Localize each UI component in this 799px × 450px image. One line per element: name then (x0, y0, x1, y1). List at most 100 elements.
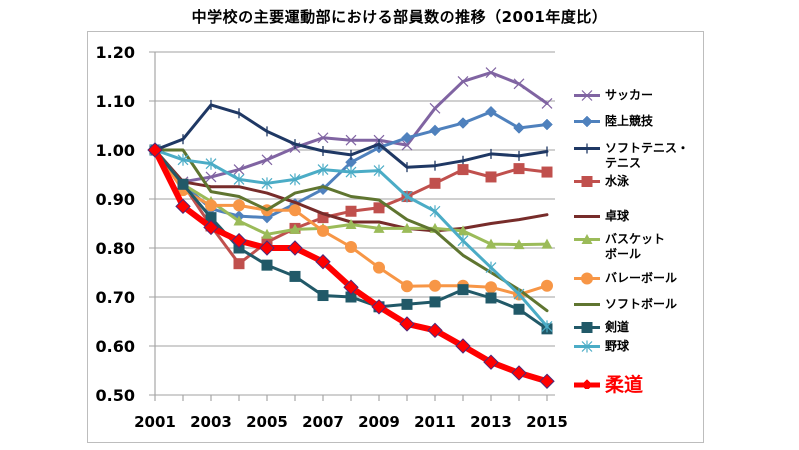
data-point (233, 199, 245, 212)
legend-label: 野球 (605, 339, 630, 353)
data-point (371, 299, 387, 315)
data-point (485, 261, 497, 274)
data-point (345, 166, 357, 179)
legend-item: サッカー (572, 88, 653, 103)
y-tick-label: 1.00 (96, 141, 135, 160)
data-point (177, 153, 189, 166)
chart-frame (87, 31, 704, 443)
data-point (261, 154, 273, 166)
data-point (205, 212, 217, 224)
x-tick-label: 2015 (526, 413, 568, 431)
data-point (289, 204, 301, 217)
legend-label: サッカー (605, 88, 654, 102)
data-point (233, 258, 245, 270)
data-point (343, 279, 359, 295)
data-point (427, 322, 443, 339)
data-point (399, 316, 415, 332)
data-point (485, 67, 497, 79)
y-tick-label: 0.90 (96, 190, 135, 209)
data-point (287, 240, 303, 256)
legend-label: 剣道 (605, 320, 630, 334)
x-tick-label: 2013 (470, 413, 512, 431)
legend-swatch (574, 143, 600, 154)
legend-swatch (574, 322, 600, 333)
data-point (513, 163, 525, 175)
data-point (485, 105, 497, 118)
data-point (345, 241, 357, 254)
data-point (513, 303, 525, 315)
legend-item: ソフトテニス・ テニス (572, 141, 689, 171)
legend-swatch (574, 215, 600, 218)
legend-label: 水泳 (605, 174, 630, 188)
data-point (541, 98, 553, 109)
data-point (205, 171, 217, 183)
legend-label: ソフトボール (605, 297, 678, 311)
data-point (373, 164, 385, 177)
legend-label: 陸上競技 (605, 114, 654, 128)
data-point (581, 340, 593, 353)
data-point (401, 131, 413, 144)
data-point (457, 284, 469, 296)
data-point (401, 222, 413, 233)
data-point (233, 164, 245, 176)
legend-swatch (574, 115, 600, 128)
data-point (289, 270, 301, 282)
data-point (581, 234, 593, 244)
series-10 (147, 142, 555, 389)
data-point (581, 322, 593, 333)
data-point (205, 199, 217, 212)
data-point (513, 78, 525, 90)
data-point (429, 279, 441, 292)
x-tick-label: 2005 (246, 413, 288, 431)
legend-item: バスケット ボール (572, 232, 665, 262)
data-point (581, 176, 593, 187)
x-tick-label: 2011 (414, 413, 456, 431)
data-point (205, 157, 217, 170)
data-point (401, 298, 413, 310)
data-point (345, 291, 357, 303)
data-point (317, 163, 329, 176)
x-tick-label: 2007 (302, 413, 344, 431)
data-point (203, 219, 219, 236)
chart-title: 中学校の主要運動部における部員数の推移（2001年度比） (191, 8, 608, 26)
legend-item: 剣道 (572, 320, 629, 335)
data-point (485, 171, 497, 183)
data-point (233, 173, 245, 186)
legend-swatch (574, 90, 600, 101)
data-point (261, 259, 273, 271)
data-point (511, 365, 527, 381)
data-point (317, 212, 329, 224)
legend-swatch (574, 303, 600, 306)
y-tick-label: 1.10 (96, 92, 135, 111)
data-point (261, 177, 273, 190)
data-point (429, 296, 441, 308)
series-line (153, 148, 549, 313)
legend: サッカー陸上競技ソフトテニス・ テニス水泳卓球バスケット ボールバレーボール ソフ… (572, 0, 704, 450)
data-point (261, 228, 273, 239)
data-point (373, 202, 385, 214)
y-tick-label: 0.80 (96, 239, 135, 258)
x-tick-label: 2001 (134, 413, 176, 431)
data-point (315, 254, 331, 270)
legend-item: ソフトボール (572, 297, 677, 312)
legend-label: バスケット ボール (605, 232, 666, 261)
legend-label: バレーボール (605, 271, 678, 285)
data-point (541, 279, 553, 292)
data-point (485, 292, 497, 304)
data-point (541, 320, 553, 333)
data-point (485, 238, 497, 249)
legend-swatch (574, 176, 600, 187)
legend-item: 卓球 (572, 209, 629, 224)
y-tick-label: 1.20 (96, 43, 135, 62)
axes: 0.50 0.60 0.70 0.80 0.90 1.00 1.10 1.20 2001 2003… (96, 43, 568, 431)
data-point (175, 198, 191, 215)
data-point (457, 75, 469, 87)
series-7 (153, 148, 549, 313)
data-point (373, 222, 385, 233)
data-point (455, 338, 471, 354)
data-point (233, 215, 245, 226)
data-point (345, 218, 357, 229)
legend-label: ソフトテニス・ テニス (605, 141, 690, 170)
data-point (289, 173, 301, 186)
